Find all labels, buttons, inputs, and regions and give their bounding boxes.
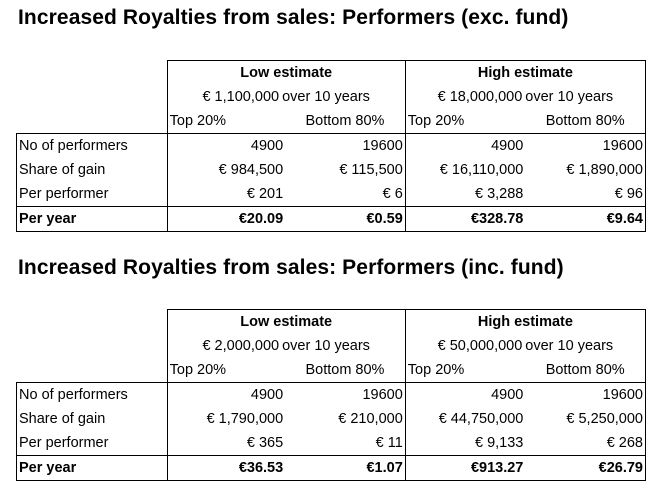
value-cell: € 115,500	[339, 162, 403, 178]
section-1-title: Increased Royalties from sales: Performe…	[18, 6, 569, 29]
row-label: Share of gain	[16, 407, 168, 431]
table-row-total: Per year €36.53 €1.07 €913.27 €26.79	[16, 455, 647, 481]
value-cell: €328.78	[404, 206, 526, 232]
blank-cell	[16, 109, 168, 134]
low-estimate-heading: Low estimate	[166, 309, 406, 334]
value-cell: € 16,110,000	[404, 158, 526, 182]
subhead-high-bottom: Bottom 80%	[525, 109, 647, 134]
subhead-high-top: Top 20%	[404, 358, 526, 383]
value-cell: € 1,890,000	[525, 158, 647, 182]
row-label: Per performer	[16, 431, 168, 456]
row-label: Per year	[16, 206, 168, 232]
value-cell: €1.07	[285, 455, 406, 481]
value-cell: € 96	[525, 182, 647, 207]
value-cell: € 5,250,000	[525, 407, 647, 431]
subhead-low-bottom: Bottom 80%	[285, 358, 406, 383]
value-cell: € 210,000	[338, 411, 403, 427]
value-cell: 19600	[362, 138, 403, 154]
high-estimate-period: over 10 years	[525, 89, 614, 105]
table-row: No of performers 4900 19600 4900 19600	[16, 382, 647, 407]
low-estimate-total: € 1,100,000 over 10 years	[166, 85, 406, 109]
value-cell: € 6	[382, 186, 403, 202]
royalties-table-inc-fund: Low estimate High estimate € 2,000,000 ov…	[16, 309, 647, 481]
blank-cell	[16, 358, 168, 383]
low-estimate-total: € 2,000,000 over 10 years	[166, 334, 406, 358]
value-cell: €20.09	[166, 206, 286, 232]
value-cell: € 9,133	[404, 431, 526, 456]
value-cell: 4900	[404, 382, 526, 407]
value-cell: € 1,790,000	[166, 407, 286, 431]
value-cell: € 44,750,000	[404, 407, 526, 431]
high-estimate-amount: € 18,000,000	[437, 89, 523, 105]
value-cell: €913.27	[404, 455, 526, 481]
low-estimate-period: over 10 years	[282, 338, 370, 354]
value-cell: € 984,500	[166, 158, 286, 182]
value-cell: € 201	[166, 182, 286, 207]
value-cell: € 268	[525, 431, 647, 456]
blank-cell	[17, 334, 168, 358]
table-row: Share of gain € 984,500 € 115,500 € 16,1…	[16, 158, 647, 182]
value-cell: 19600	[525, 133, 647, 158]
subhead-high-top: Top 20%	[404, 109, 526, 134]
value-cell: 4900	[166, 382, 286, 407]
royalties-table-exc-fund: Low estimate High estimate € 1,100,000 ov…	[16, 60, 647, 232]
value-cell: € 3,288	[404, 182, 526, 207]
row-label: No of performers	[16, 133, 168, 158]
value-cell: 4900	[404, 133, 526, 158]
table-row-total: Per year €20.09 €0.59 €328.78 €9.64	[16, 206, 647, 232]
table-row: Share of gain € 1,790,000 € 210,000 € 44…	[16, 407, 647, 431]
row-label: No of performers	[16, 382, 168, 407]
high-estimate-total: € 18,000,000 over 10 years	[404, 85, 647, 109]
high-estimate-heading: High estimate	[404, 60, 647, 85]
high-estimate-heading: High estimate	[404, 309, 647, 334]
high-estimate-period: over 10 years	[525, 338, 614, 354]
row-label: Per year	[16, 455, 168, 481]
value-cell: € 365	[166, 431, 286, 456]
value-cell: €36.53	[166, 455, 286, 481]
blank-cell	[17, 61, 168, 86]
high-estimate-amount: € 50,000,000	[437, 338, 523, 354]
value-cell: 19600	[525, 382, 647, 407]
low-estimate-amount: € 1,100,000	[202, 89, 280, 105]
subhead-high-bottom: Bottom 80%	[525, 358, 647, 383]
value-cell: €9.64	[525, 206, 647, 232]
row-label: Share of gain	[16, 158, 168, 182]
blank-cell	[17, 310, 168, 335]
row-label: Per performer	[16, 182, 168, 207]
table-row: Per performer € 365 € 11 € 9,133 € 268	[16, 431, 647, 456]
section-2-title: Increased Royalties from sales: Performe…	[18, 256, 564, 279]
low-estimate-amount: € 2,000,000	[202, 338, 280, 354]
value-cell: 4900	[166, 133, 286, 158]
value-cell: €26.79	[525, 455, 647, 481]
table-row: No of performers 4900 19600 4900 19600	[16, 133, 647, 158]
value-cell: 19600	[362, 387, 403, 403]
table-row: Per performer € 201 € 6 € 3,288 € 96	[16, 182, 647, 207]
blank-cell	[17, 85, 168, 109]
low-estimate-period: over 10 years	[282, 89, 370, 105]
subhead-low-top: Top 20%	[166, 109, 286, 134]
value-cell: €0.59	[285, 206, 406, 232]
subhead-low-top: Top 20%	[166, 358, 286, 383]
low-estimate-heading: Low estimate	[166, 60, 406, 85]
subhead-low-bottom: Bottom 80%	[285, 109, 406, 134]
high-estimate-total: € 50,000,000 over 10 years	[404, 334, 647, 358]
value-cell: € 11	[375, 435, 403, 451]
